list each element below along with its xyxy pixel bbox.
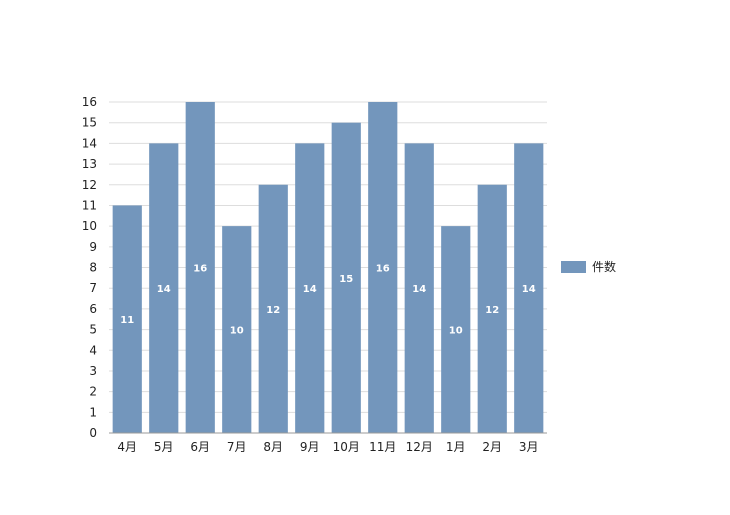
data-label: 10 — [230, 326, 244, 337]
y-tick-label: 4 — [89, 343, 97, 357]
bar — [514, 143, 544, 433]
y-tick-label: 1 — [89, 405, 97, 419]
bar — [331, 122, 361, 433]
data-label: 12 — [485, 305, 499, 316]
y-tick-label: 8 — [89, 261, 97, 275]
y-tick-label: 13 — [82, 157, 97, 171]
x-tick-label: 7月 — [227, 440, 247, 454]
legend-label: 件数 — [592, 259, 616, 274]
y-tick-label: 2 — [89, 385, 97, 399]
y-tick-label: 3 — [89, 364, 97, 378]
bar — [185, 102, 215, 433]
y-tick-label: 9 — [89, 240, 97, 254]
x-tick-label: 3月 — [519, 440, 539, 454]
x-tick-label: 9月 — [300, 440, 320, 454]
x-tick-label: 2月 — [482, 440, 502, 454]
x-tick-label: 6月 — [190, 440, 210, 454]
bar — [404, 143, 434, 433]
data-label: 16 — [376, 264, 390, 275]
y-tick-label: 6 — [89, 302, 97, 316]
x-tick-label: 11月 — [369, 440, 396, 454]
y-tick-label: 11 — [82, 198, 97, 212]
x-tick-label: 4月 — [117, 440, 137, 454]
bar — [441, 226, 471, 433]
x-tick-label: 12月 — [406, 440, 433, 454]
bar — [112, 205, 142, 433]
bars — [112, 102, 544, 433]
bar — [295, 143, 325, 433]
y-tick-label: 5 — [89, 323, 97, 337]
data-label: 12 — [266, 305, 280, 316]
y-tick-label: 15 — [82, 116, 97, 130]
data-label: 10 — [449, 326, 463, 337]
x-tick-label: 10月 — [333, 440, 360, 454]
data-label: 15 — [339, 274, 353, 285]
bar — [368, 102, 398, 433]
data-label: 14 — [157, 284, 171, 295]
data-label: 16 — [193, 264, 207, 275]
bar — [222, 226, 252, 433]
y-tick-label: 12 — [82, 178, 97, 192]
y-tick-label: 14 — [82, 136, 97, 150]
x-tick-label: 1月 — [446, 440, 466, 454]
legend: 件数 — [561, 259, 616, 274]
y-tick-label: 0 — [89, 426, 97, 440]
data-label: 14 — [303, 284, 317, 295]
data-label: 14 — [412, 284, 426, 295]
x-tick-label: 5月 — [154, 440, 174, 454]
y-tick-label: 10 — [82, 219, 97, 233]
y-tick-label: 16 — [82, 95, 97, 109]
data-labels: 11 14 16 10 12 14 15 16 14 10 12 14 — [120, 264, 535, 337]
legend-swatch — [561, 261, 586, 273]
bar — [149, 143, 179, 433]
bar — [477, 184, 507, 433]
y-tick-label: 7 — [89, 281, 97, 295]
bar — [258, 184, 288, 433]
data-label: 11 — [120, 315, 134, 326]
data-label: 14 — [522, 284, 536, 295]
x-axis: 4月 5月 6月 7月 8月 9月 10月 11月 12月 1月 2月 3月 — [109, 432, 547, 454]
x-tick-label: 8月 — [263, 440, 283, 454]
grid-lines — [109, 101, 547, 413]
